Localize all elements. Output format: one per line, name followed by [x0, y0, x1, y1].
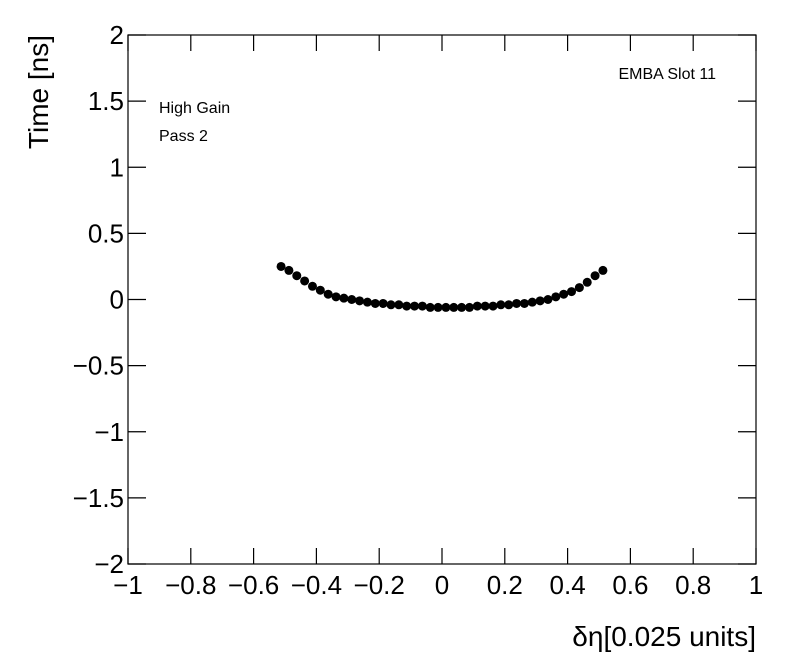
data-point — [339, 293, 349, 303]
data-point — [331, 292, 341, 302]
data-point — [504, 300, 514, 310]
data-point — [362, 297, 372, 307]
y-tick-label: 0 — [110, 285, 124, 315]
annotation: High Gain — [159, 100, 230, 117]
data-point — [590, 271, 600, 281]
data-point — [457, 302, 467, 312]
x-tick-label: −0.6 — [228, 570, 279, 600]
data-point — [370, 298, 380, 308]
data-point — [512, 298, 522, 308]
data-point — [441, 302, 451, 312]
data-point — [386, 300, 396, 310]
data-point — [567, 287, 577, 297]
data-point — [551, 292, 561, 302]
x-tick-label: 1 — [749, 570, 763, 600]
data-point — [417, 301, 427, 311]
data-point — [347, 295, 357, 304]
x-tick-label: −1 — [113, 570, 143, 600]
x-tick-label: 0.8 — [675, 570, 711, 600]
data-point — [488, 301, 498, 311]
y-tick-label: 1.5 — [88, 86, 124, 116]
data-point — [496, 300, 506, 310]
data-point — [559, 289, 569, 299]
data-point — [394, 300, 404, 310]
data-point — [292, 271, 302, 281]
y-tick-label: −1.5 — [73, 483, 124, 513]
x-tick-label: 0 — [435, 570, 449, 600]
x-tick-label: −0.8 — [165, 570, 216, 600]
data-point — [284, 265, 294, 275]
y-tick-label: −2 — [94, 549, 124, 579]
data-point — [543, 295, 553, 304]
data-point — [535, 296, 545, 306]
data-point — [574, 283, 584, 293]
data-point — [276, 261, 286, 271]
data-point — [307, 281, 317, 291]
y-tick-label: 0.5 — [88, 218, 124, 248]
data-point — [410, 301, 420, 311]
annotation: EMBA Slot 11 — [618, 66, 716, 83]
data-point — [598, 265, 608, 275]
data-point — [464, 302, 474, 312]
data-point — [315, 285, 325, 295]
x-tick-label: −0.2 — [354, 570, 405, 600]
x-tick-label: −0.4 — [291, 570, 342, 600]
y-tick-label: −1 — [94, 417, 124, 447]
data-point — [527, 297, 537, 307]
data-point — [433, 302, 443, 312]
x-tick-label: 0.4 — [550, 570, 586, 600]
data-point — [472, 301, 482, 311]
y-tick-label: −0.5 — [73, 351, 124, 381]
data-point — [402, 301, 412, 311]
x-tick-label: 0.6 — [612, 570, 648, 600]
y-tick-label: 1 — [110, 152, 124, 182]
data-point — [378, 298, 388, 308]
data-point — [355, 296, 365, 306]
data-point — [300, 276, 310, 286]
annotation: Pass 2 — [159, 128, 208, 145]
data-point — [323, 289, 333, 299]
x-tick-label: 0.2 — [487, 570, 523, 600]
data-point — [425, 302, 435, 312]
data-point — [480, 301, 490, 311]
x-axis-label: δη[0.025 units] — [572, 621, 756, 652]
data-point — [582, 277, 592, 287]
data-point — [449, 302, 459, 312]
data-point — [519, 298, 529, 308]
y-tick-label: 2 — [110, 20, 124, 50]
y-axis-label: Time [ns] — [23, 35, 54, 149]
